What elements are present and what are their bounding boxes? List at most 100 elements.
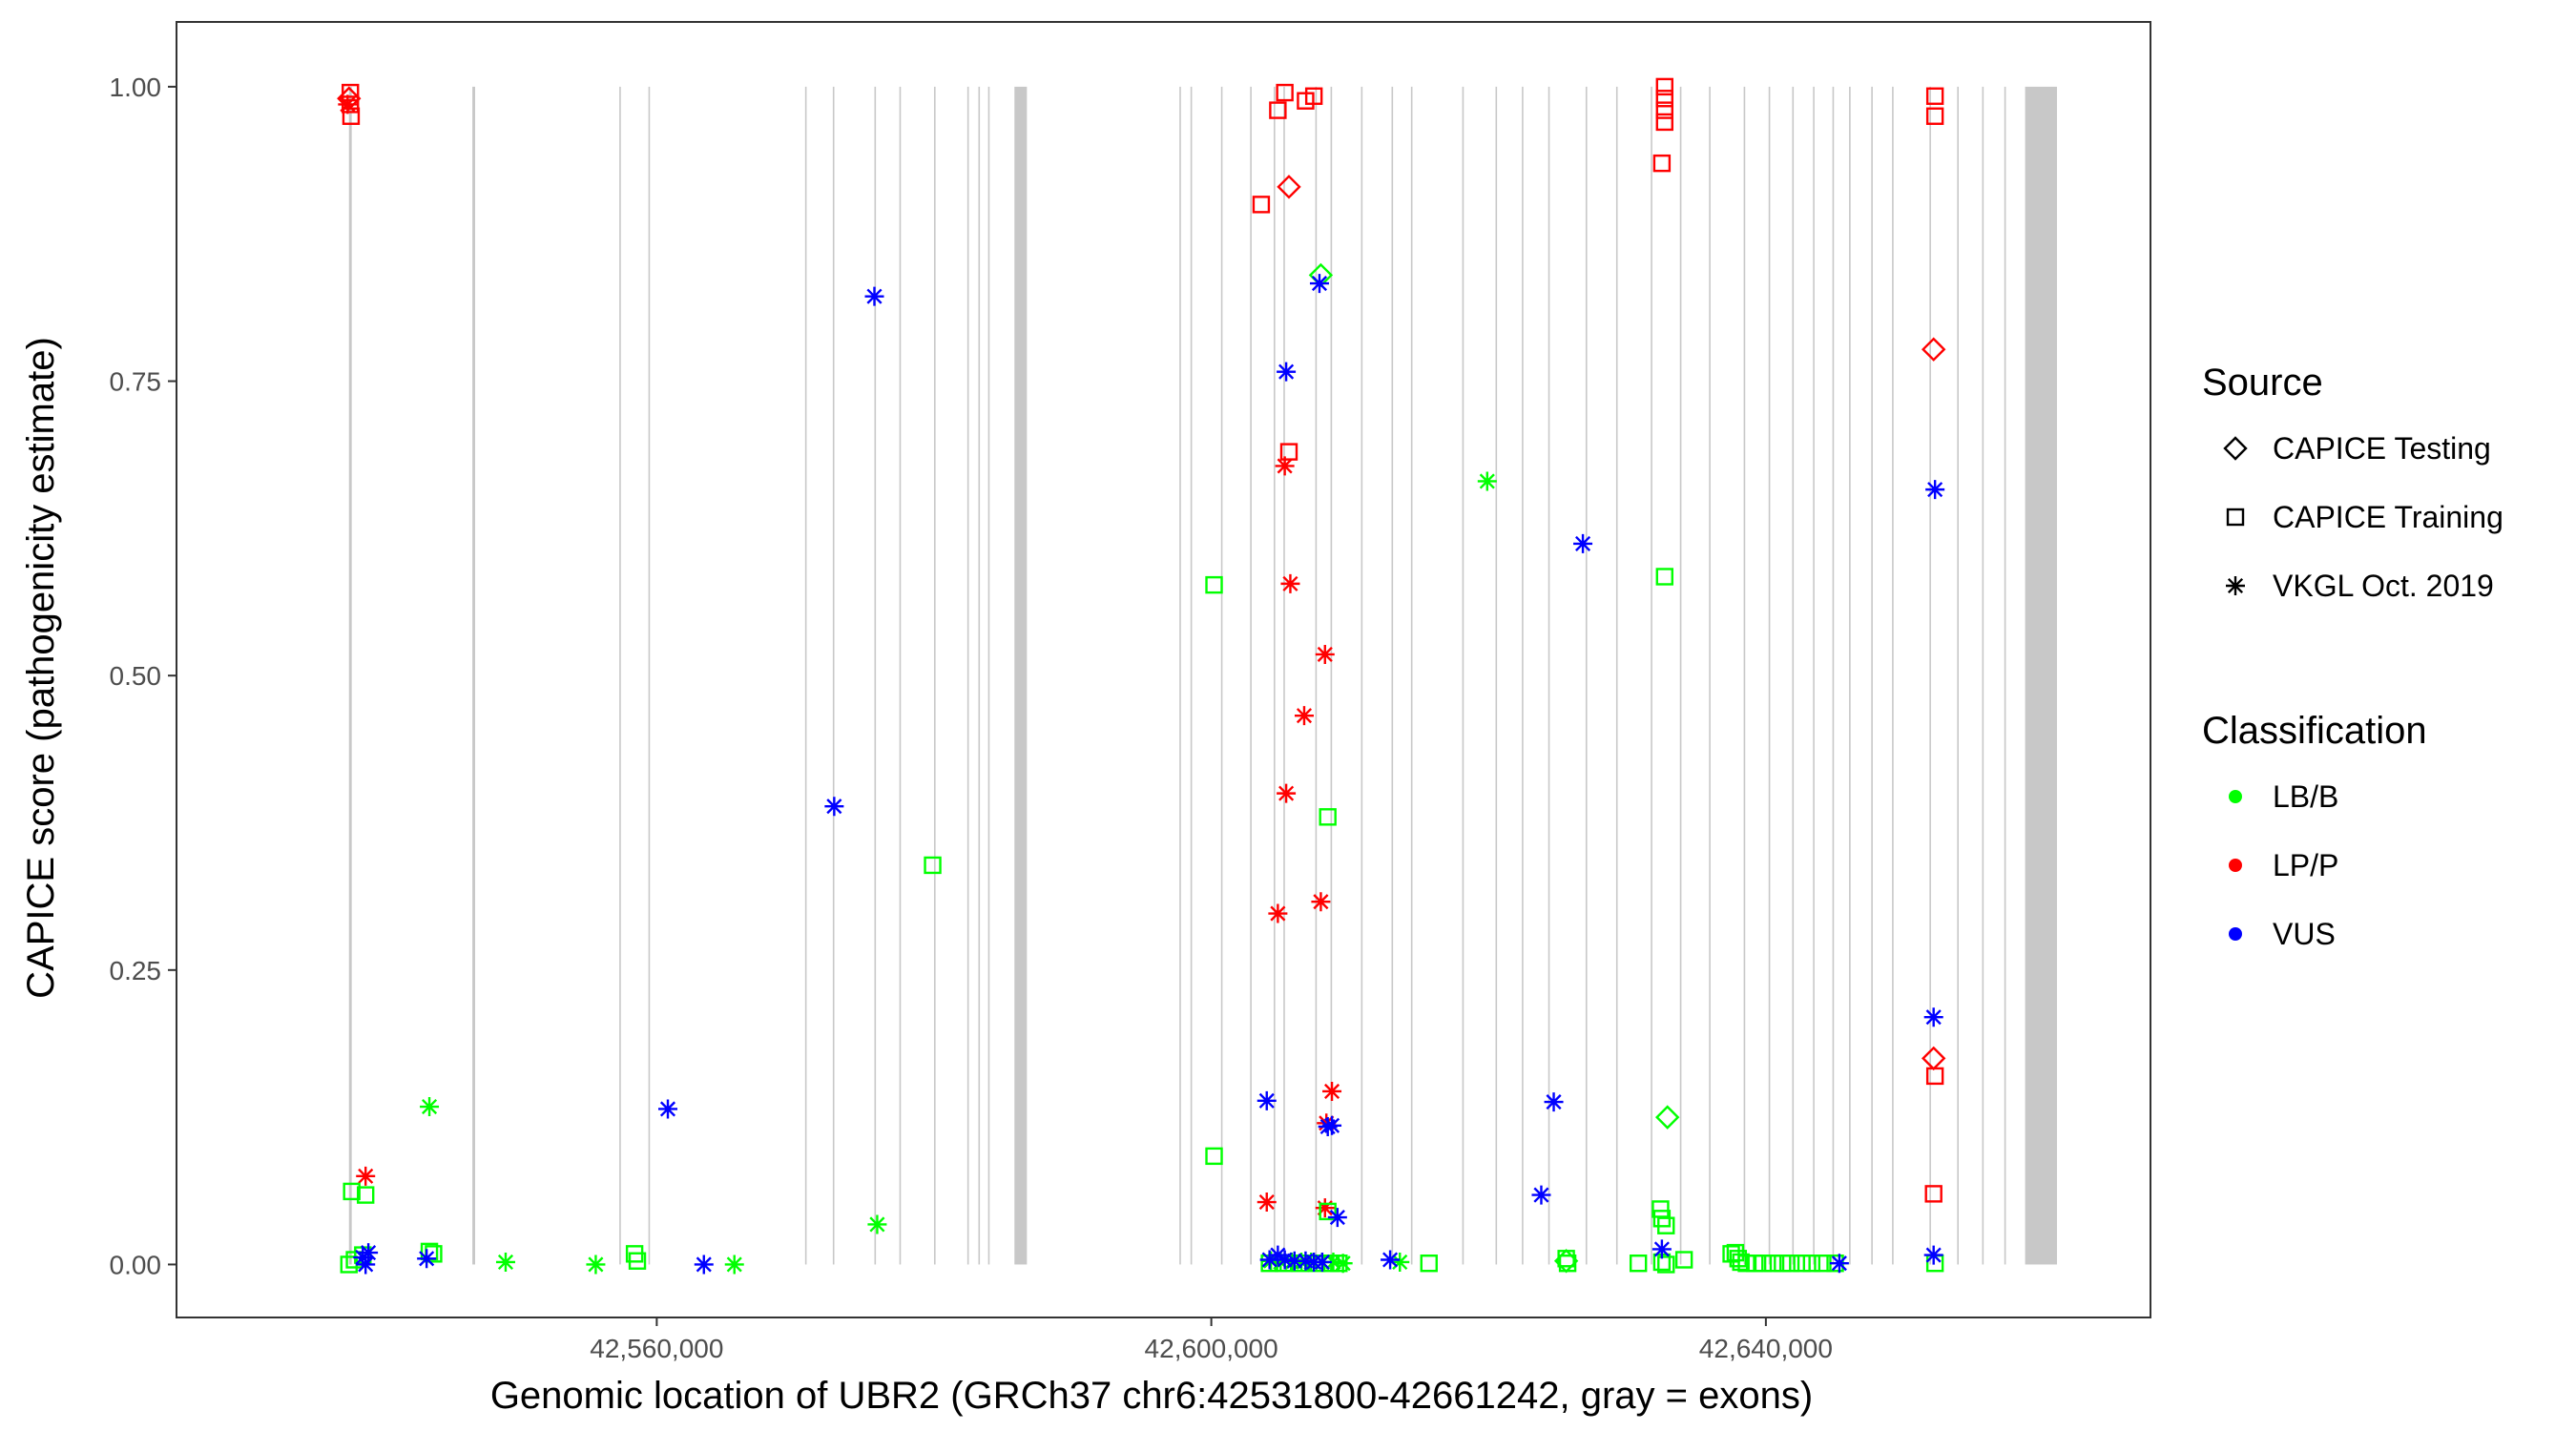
data-point: [1781, 1255, 1800, 1273]
data-point: [1829, 1254, 1849, 1274]
data-point: [1655, 1105, 1680, 1130]
exon-band: [1768, 86, 1771, 1265]
exon-band: [472, 86, 476, 1265]
data-point: [1925, 107, 1944, 125]
data-point: [1205, 1147, 1223, 1166]
exon-band: [1283, 86, 1285, 1265]
exon-band: [2004, 86, 2006, 1265]
y-tick-label: 0.50: [110, 661, 162, 691]
exon-band: [648, 86, 651, 1265]
data-point: [1259, 1250, 1279, 1270]
data-point: [1652, 1239, 1672, 1259]
data-point: [1275, 1250, 1295, 1270]
data-point: [1257, 1090, 1277, 1110]
data-point: [420, 1097, 440, 1117]
data-point: [1674, 1251, 1693, 1269]
legend-key-dot: [2229, 859, 2242, 872]
exon-band: [804, 86, 807, 1265]
series-lpp-square: [342, 77, 1944, 1203]
data-point: [1315, 1198, 1335, 1218]
series-lpp-asterisk: [338, 94, 1342, 1218]
legend-classification-title: Classification: [2202, 710, 2427, 752]
x-axis-title: Genomic location of UBR2 (GRCh37 chr6:42…: [490, 1375, 1813, 1417]
data-point: [1268, 903, 1288, 923]
data-point: [1296, 1251, 1316, 1271]
data-point: [1655, 90, 1673, 108]
exon-band: [1957, 86, 1960, 1265]
data-point: [1629, 1255, 1648, 1273]
exon-bands: [348, 86, 2058, 1265]
data-point: [1333, 1254, 1353, 1274]
data-point: [357, 1186, 375, 1204]
data-point: [724, 1255, 744, 1275]
exon-band: [874, 86, 877, 1265]
data-point: [343, 1182, 361, 1201]
exon-band: [1522, 86, 1524, 1265]
series-lbb-square: [340, 568, 1944, 1274]
exon-band: [1709, 86, 1711, 1265]
exon-band: [1462, 86, 1465, 1265]
data-point: [1923, 1007, 1943, 1027]
series-vus-asterisk: [353, 274, 1945, 1275]
exon-band: [1014, 86, 1028, 1265]
data-point: [1279, 443, 1298, 461]
exon-band: [966, 86, 969, 1265]
data-point: [1318, 1117, 1338, 1136]
exon-band: [1871, 86, 1873, 1265]
axes: 0.00 0.25 0.50 0.75 1.00 42,560,000 42,600,000…: [110, 73, 1833, 1363]
data-point: [1553, 1249, 1579, 1274]
data-point: [1390, 1252, 1410, 1272]
exon-band: [1982, 86, 1984, 1265]
exon-band: [1220, 86, 1223, 1265]
data-point: [657, 1099, 677, 1119]
data-point: [1924, 1185, 1942, 1203]
data-point: [586, 1255, 606, 1275]
data-point: [1655, 101, 1673, 119]
data-point: [1252, 196, 1271, 214]
exon-band: [1391, 86, 1394, 1265]
exon-band: [978, 86, 981, 1265]
data-point: [1652, 1200, 1670, 1218]
data-point: [1655, 77, 1673, 96]
legend: Source CAPICE Testing CAPICE Training VKGL…: [2202, 362, 2503, 951]
data-point: [1531, 1185, 1551, 1205]
legend-key-asterisk: [2226, 576, 2245, 595]
legend-classification-label: VUS: [2273, 917, 2336, 951]
y-tick-label: 0.00: [110, 1250, 162, 1279]
data-point: [1754, 1255, 1773, 1273]
exon-band: [1315, 86, 1318, 1265]
y-tick-label: 0.25: [110, 956, 162, 985]
data-point: [1477, 471, 1497, 491]
exon-band: [2025, 86, 2058, 1265]
legend-classification-label: LB/B: [2273, 779, 2338, 814]
exon-band: [1330, 86, 1333, 1265]
data-point: [1802, 1255, 1821, 1273]
data-point: [1763, 1255, 1782, 1273]
data-point: [356, 1255, 376, 1275]
series-lbb-diamond: [1308, 262, 1680, 1274]
x-tick-label: 42,560,000: [590, 1334, 723, 1363]
data-point: [1277, 175, 1301, 199]
data-point: [1268, 1245, 1288, 1265]
x-tick-label: 42,640,000: [1699, 1334, 1833, 1363]
data-point: [1922, 337, 1946, 362]
y-tick-label: 1.00: [110, 73, 162, 102]
exon-band: [987, 86, 990, 1265]
plot-panel-border: [176, 21, 2151, 1318]
exon-band: [619, 86, 621, 1265]
legend-key-dot: [2229, 790, 2242, 803]
x-tick-label: 42,600,000: [1145, 1334, 1278, 1363]
series-lbb-asterisk: [420, 471, 1497, 1275]
data-point: [1311, 892, 1331, 912]
data-point: [1923, 1245, 1943, 1265]
legend-classification-label: LP/P: [2273, 848, 2338, 882]
data-point: [1277, 783, 1297, 803]
data-point: [337, 86, 362, 111]
data-point: [924, 856, 942, 875]
data-point: [1292, 1252, 1312, 1272]
data-point: [694, 1255, 714, 1275]
data-point: [1322, 1081, 1342, 1101]
data-point: [1925, 480, 1945, 500]
data-point: [1304, 87, 1323, 105]
